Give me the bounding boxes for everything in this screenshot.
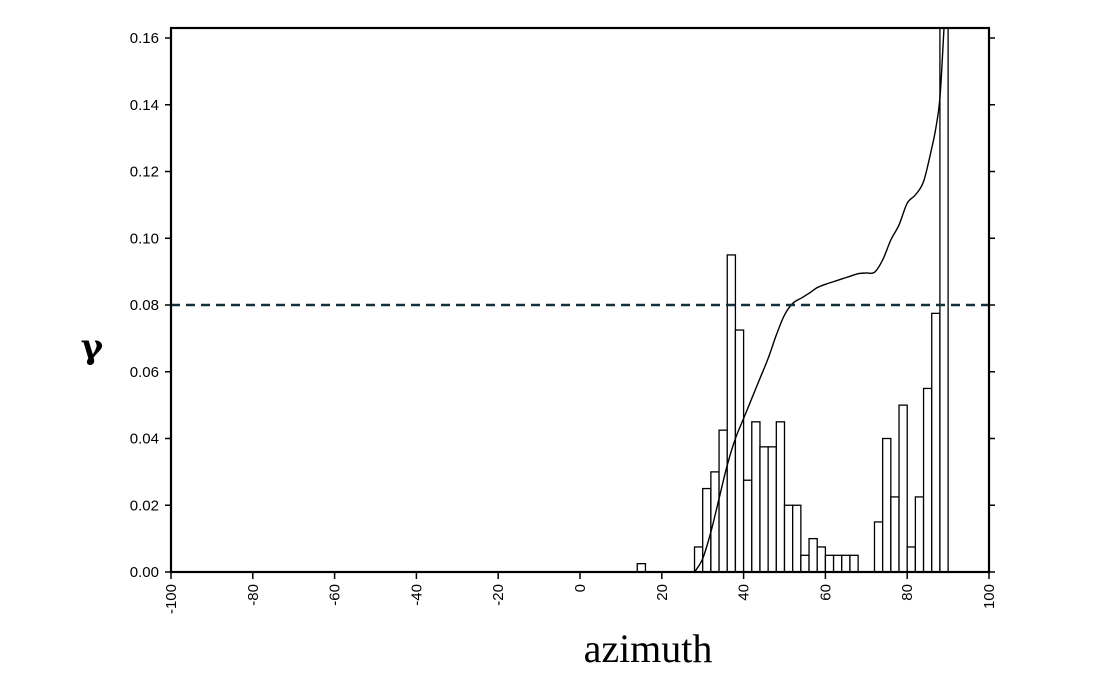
y-axis-label: γ: [81, 327, 104, 367]
x-tick-label: 100: [981, 584, 998, 609]
x-axis-ticks: -100 -80 -60 -40 -20 0 20 40 60 80 100: [163, 572, 998, 614]
cumulative-curve: [693, 27, 945, 573]
histogram-bar: [718, 429, 728, 573]
histogram-bar: [808, 537, 818, 573]
histogram-bar: [783, 504, 794, 573]
x-tick-label: 20: [654, 584, 671, 601]
x-tick-label: 40: [736, 584, 753, 601]
histogram-bar: [792, 504, 802, 573]
histogram-bar: [849, 554, 859, 573]
y-tick-label: 0.04: [130, 431, 159, 448]
x-tick-label: -100: [163, 584, 180, 614]
y-axis-ticks: 0.00 0.02 0.04 0.06 0.08 0.10 0.12 0.14 0.16: [130, 30, 995, 581]
y-tick-label: 0.12: [130, 164, 159, 181]
y-tick-label: 0.02: [130, 497, 159, 514]
x-tick-label: -40: [408, 584, 425, 606]
x-tick-label: -60: [327, 584, 344, 606]
histogram-bar: [841, 554, 851, 573]
y-tick-label: 0.00: [130, 564, 159, 581]
histogram-bar: [636, 563, 647, 573]
y-tick-label: 0.06: [130, 364, 159, 381]
histogram-bar: [767, 446, 777, 573]
x-tick-label: -20: [490, 584, 507, 606]
histogram-bar: [906, 546, 917, 573]
histogram-bar: [882, 437, 892, 573]
x-tick-label: 80: [899, 584, 916, 601]
y-tick-label: 0.14: [130, 97, 159, 114]
y-tick-label: 0.16: [130, 30, 159, 47]
histogram-bar: [890, 496, 900, 573]
histogram-bar: [939, 27, 949, 573]
histogram-bar: [832, 554, 843, 573]
histogram-bar: [751, 421, 761, 573]
x-axis-label: azimuth: [584, 626, 713, 671]
y-tick-label: 0.08: [130, 297, 159, 314]
histogram-bar: [734, 329, 745, 573]
histogram-bar: [693, 546, 704, 573]
y-tick-label: 0.10: [130, 230, 159, 247]
histogram-bar: [873, 521, 884, 573]
histogram-bars: [636, 27, 949, 573]
histogram-bar: [742, 479, 753, 573]
histogram-bar: [726, 254, 737, 573]
histogram-bar: [824, 554, 835, 573]
histogram-bar: [816, 546, 827, 573]
histogram-bar: [775, 421, 786, 573]
histogram-bar: [800, 554, 810, 573]
histogram-bar: [710, 471, 720, 573]
histogram-bar: [931, 312, 941, 573]
histogram-bar: [759, 446, 769, 573]
x-tick-label: 0: [572, 584, 589, 592]
histogram-bar: [922, 387, 933, 573]
x-tick-label: 60: [817, 584, 834, 601]
plot-frame: [169, 26, 991, 574]
histogram-bar: [702, 487, 712, 573]
x-tick-label: -80: [245, 584, 262, 606]
histogram-bar: [898, 404, 908, 573]
histogram-bar: [914, 496, 925, 573]
